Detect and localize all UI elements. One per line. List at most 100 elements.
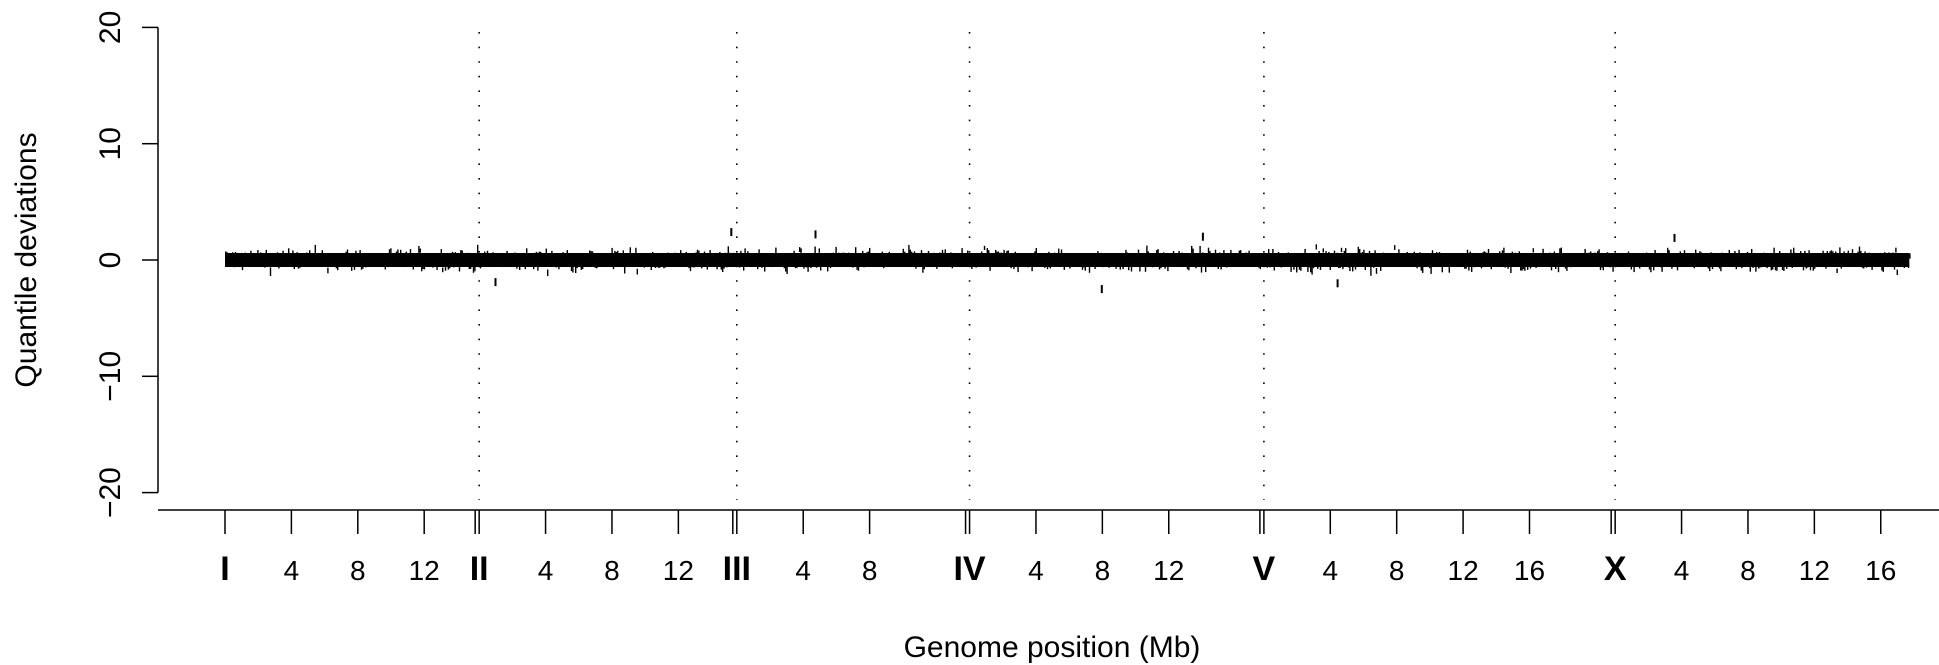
data-point (1882, 265, 1884, 272)
data-point (1322, 248, 1324, 253)
data-point (1276, 254, 1278, 263)
data-point (748, 256, 750, 261)
data-point (1818, 256, 1820, 265)
data-point (1720, 262, 1722, 272)
data-point (772, 254, 774, 264)
data-point (1542, 248, 1544, 258)
data-point (824, 258, 826, 265)
data-point (1683, 250, 1686, 259)
data-point (1168, 256, 1170, 263)
data-point (1147, 251, 1149, 258)
data-point (1697, 253, 1700, 259)
data-point (447, 260, 449, 270)
data-point (797, 255, 799, 260)
data-point (297, 263, 300, 269)
data-point (1718, 263, 1721, 269)
data-point (506, 250, 508, 258)
data-point (1634, 256, 1637, 267)
data-point (395, 251, 398, 259)
data-point (1651, 257, 1653, 263)
data-point (1573, 255, 1575, 261)
data-point (1808, 250, 1810, 257)
data-point (530, 254, 532, 264)
data-point (1076, 257, 1078, 262)
data-point (1294, 260, 1296, 266)
data-point (1112, 257, 1114, 263)
data-point (1454, 258, 1456, 266)
data-point (730, 256, 732, 263)
data-point (1881, 263, 1883, 271)
data-point (1249, 255, 1252, 261)
data-point (1170, 261, 1172, 267)
data-point (1354, 262, 1357, 270)
data-point (1878, 256, 1880, 266)
data-point (1338, 260, 1340, 268)
data-point (1256, 257, 1259, 267)
data-point (1616, 257, 1618, 262)
data-point (1829, 251, 1831, 260)
data-point (992, 254, 994, 263)
data-point (813, 256, 815, 265)
data-point (1585, 253, 1588, 261)
data-point (1109, 256, 1112, 261)
data-point (1137, 249, 1140, 258)
data-point (1711, 263, 1714, 270)
data-point (1164, 258, 1166, 269)
data-point (419, 248, 421, 253)
data-point (1450, 256, 1452, 265)
data-point (1111, 255, 1113, 262)
data-point (1139, 261, 1141, 272)
data-point (1868, 252, 1870, 263)
data-point (443, 262, 445, 267)
data-point (1692, 255, 1694, 264)
data-point (1707, 263, 1709, 269)
data-point (421, 264, 423, 272)
data-point (981, 251, 983, 257)
data-point (1214, 249, 1217, 257)
data-point (828, 254, 830, 261)
data-point (660, 257, 662, 262)
data-point (1773, 247, 1775, 254)
data-point (478, 256, 480, 262)
data-point (1308, 262, 1310, 268)
data-point (1251, 254, 1253, 262)
data-point (579, 257, 581, 266)
data-point (1559, 248, 1561, 256)
data-point (1664, 253, 1666, 259)
data-point (1791, 263, 1793, 268)
data-point (344, 255, 346, 263)
data-point (1455, 259, 1457, 266)
data-point (706, 262, 708, 270)
data-point (1221, 256, 1224, 265)
data-point (1241, 260, 1243, 266)
data-point (1500, 258, 1502, 265)
data-point (512, 254, 514, 262)
data-point (806, 257, 808, 268)
data-point (339, 257, 342, 264)
data-point (894, 255, 896, 263)
data-point (909, 249, 911, 256)
data-point (913, 251, 916, 262)
data-point (846, 255, 848, 263)
data-point (1279, 259, 1281, 266)
data-point (1814, 264, 1816, 269)
data-point (1178, 250, 1180, 259)
data-point (1090, 255, 1092, 266)
data-point (1048, 251, 1050, 257)
data-point (1464, 258, 1466, 269)
data-point (923, 263, 925, 270)
data-point (1770, 265, 1772, 271)
data-point (1717, 253, 1719, 258)
data-point (717, 255, 720, 261)
data-point (1637, 254, 1639, 264)
data-point (1745, 258, 1747, 265)
data-point (303, 253, 305, 259)
data-point (1496, 255, 1498, 261)
data-point (451, 251, 454, 260)
data-point (709, 250, 711, 257)
data-point (568, 257, 570, 266)
data-point (258, 259, 260, 265)
data-point (789, 261, 791, 267)
data-point (499, 256, 501, 265)
data-point (1779, 250, 1781, 256)
